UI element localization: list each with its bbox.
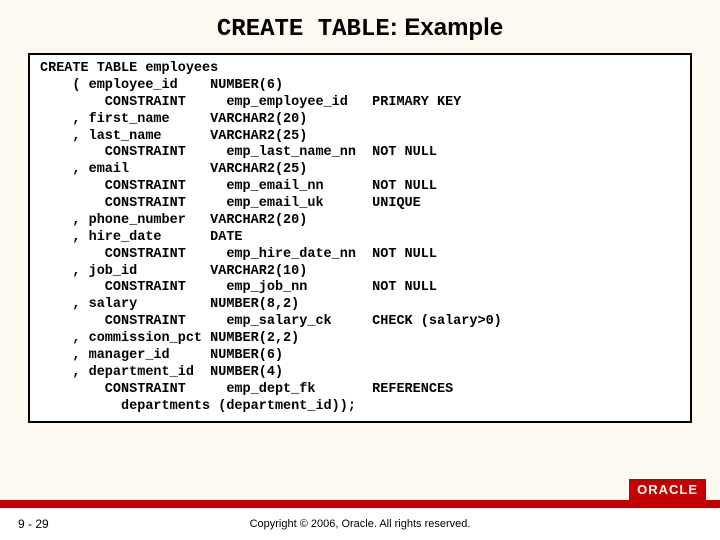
- title-rest-part: : Example: [390, 14, 503, 41]
- copyright-text: Copyright © 2006, Oracle. All rights res…: [0, 518, 720, 530]
- page-number: 9 - 29: [18, 517, 49, 531]
- sql-code-block: CREATE TABLE employees ( employee_id NUM…: [28, 53, 692, 423]
- oracle-logo: ORACLE: [629, 479, 706, 500]
- title-monospace-part: CREATE TABLE: [217, 16, 390, 43]
- slide-title: CREATE TABLE: Example: [0, 0, 720, 53]
- footer-bar: 9 - 29 Copyright © 2006, Oracle. All rig…: [0, 506, 720, 540]
